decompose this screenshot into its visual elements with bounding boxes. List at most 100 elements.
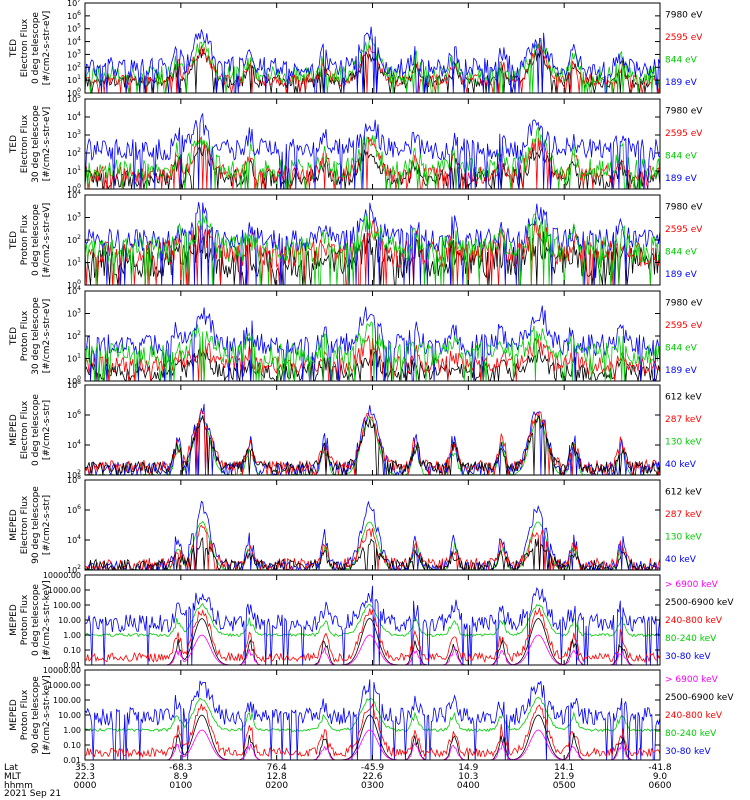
legend-entry: 612 keV — [665, 392, 702, 402]
y-tick-label: 0.01 — [63, 661, 81, 670]
series-line-ted-e-30-1 — [85, 135, 660, 189]
y-axis-label-line: MEPED — [9, 414, 19, 446]
legend-entry: 7980 eV — [665, 106, 703, 116]
y-axis-label-line: [#/cm2-s-str-eV] — [42, 203, 52, 278]
y-tick-label: 100 — [67, 279, 81, 290]
y-axis-label: MEPED Proton Flux 0 deg telescope [#/cm2-s-… — [9, 580, 52, 659]
legend-meped-e-90: 612 keV 287 keV 130 keV 40 keV — [665, 487, 702, 565]
y-tick-label: 0.10 — [63, 646, 81, 655]
y-tick-label: 102 — [67, 564, 81, 575]
y-axis-label-line: TED — [9, 39, 19, 58]
y-tick-label: 100.00 — [53, 696, 81, 705]
y-tick-label: 105 — [67, 23, 81, 34]
y-tick-label: 0.01 — [63, 756, 81, 765]
y-tick-label: 101 — [67, 165, 81, 176]
y-tick-label: 102 — [67, 61, 81, 72]
y-tick-label: 101 — [67, 257, 81, 268]
x-tick-label: 0000 — [74, 781, 97, 791]
panel-ted-p-0-traces — [85, 202, 660, 285]
y-tick-label: 100 — [67, 183, 81, 194]
legend-meped-e-0: 612 keV 287 keV 130 keV 40 keV — [665, 392, 702, 470]
series-line-ted-e-0-0 — [85, 48, 660, 93]
x-tick-label: 0600 — [649, 781, 672, 791]
series-line-ted-p-0-0 — [85, 231, 660, 285]
panel-ted-p-0: 100 101 102 103 104 TED Proton Flux 0 deg teles… — [9, 189, 703, 290]
legend-entry: 240-800 keV — [665, 616, 723, 626]
series-line-meped-p-90-2 — [85, 703, 660, 759]
y-axis-label: TED Electron Flux 0 deg telescope [#/cm2-s-… — [9, 11, 52, 86]
y-axis-label-line: Electron Flux — [20, 114, 30, 173]
y-axis-label-line: [#/cm2-s-str-eV] — [42, 11, 52, 86]
legend-entry: 189 eV — [665, 366, 698, 376]
y-axis-label-line: TED — [9, 327, 19, 346]
x-axis-row-label: hhmm — [4, 781, 33, 791]
x-tick-label: 21.9 — [554, 772, 574, 782]
x-tick-label: 22.6 — [362, 772, 382, 782]
y-axis-label: MEPED Proton Flux 90 deg telescope [#/cm2-s… — [9, 675, 52, 754]
legend-entry: 844 eV — [665, 343, 698, 353]
y-tick-label: 105 — [67, 93, 81, 104]
y-axis-label-line: 30 deg telescope — [31, 105, 41, 183]
legend-entry: 2595 eV — [665, 129, 703, 139]
y-tick-label: 10000.00 — [43, 571, 81, 580]
legend-entry: 30-80 keV — [665, 652, 711, 662]
legend-entry: > 6900 keV — [665, 675, 719, 685]
series-line-ted-e-30-3 — [85, 112, 660, 189]
series-line-meped-p-0-2 — [85, 607, 660, 664]
y-tick-label: 1000.00 — [48, 681, 81, 690]
y-axis-label-line: 0 deg telescope — [31, 394, 41, 466]
x-tick-label: -41.8 — [648, 763, 672, 773]
legend-entry: > 6900 keV — [665, 580, 719, 590]
y-tick-label: 102 — [67, 469, 81, 480]
panel-meped-e-0-traces — [85, 403, 660, 475]
legend-entry: 80-240 keV — [665, 634, 717, 644]
legend-entry: 844 eV — [665, 151, 698, 161]
y-axis-label: MEPED Electron Flux 90 deg telescope [#/cm2… — [9, 486, 52, 564]
panel-meped-e-0: 102 104 106 108 MEPED Electron Flux 0 deg tele… — [9, 379, 702, 480]
y-tick-label: 106 — [67, 504, 81, 515]
x-tick-label: 14.1 — [554, 763, 574, 773]
y-axis-label-line: TED — [9, 231, 19, 250]
series-line-ted-p-0-2 — [85, 202, 660, 285]
y-axis-label: TED Electron Flux 30 deg telescope [#/cm2-s… — [9, 105, 52, 183]
panel-ted-p-30-traces — [85, 305, 660, 381]
legend-meped-p-90: > 6900 keV 2500-6900 keV 240-800 keV 80-240… — [665, 675, 734, 757]
x-tick-label: 10.3 — [458, 772, 478, 782]
legend-entry: 7980 eV — [665, 298, 703, 308]
y-axis-label-line: Electron Flux — [20, 495, 30, 554]
series-line-ted-p-0-3 — [85, 213, 660, 285]
y-tick-label: 10000.00 — [43, 666, 81, 675]
panel-meped-p-90: 0.010.101.0010.00100.001000.0010000.00ME… — [9, 666, 734, 765]
legend-entry: 80-240 keV — [665, 729, 717, 739]
panel-ted-p-30: 100 101 102 103 104 TED Proton Flux 30 deg tele… — [9, 285, 703, 386]
legend-entry: 189 eV — [665, 78, 698, 88]
legend-entry: 844 eV — [665, 247, 698, 257]
y-tick-label: 107 — [67, 0, 81, 8]
y-tick-label: 102 — [67, 234, 81, 245]
y-tick-label: 100 — [67, 87, 81, 98]
y-tick-label: 104 — [67, 111, 81, 122]
legend-entry: 189 eV — [665, 174, 698, 184]
y-tick-label: 104 — [67, 534, 81, 545]
series-line-ted-p-30-0 — [85, 347, 660, 381]
y-tick-label: 103 — [67, 308, 81, 319]
y-axis-label: MEPED Electron Flux 0 deg telescope [#/cm2-… — [9, 394, 52, 466]
y-tick-label: 100 — [67, 375, 81, 386]
series-line-meped-p-0-0 — [85, 603, 660, 638]
y-axis-label-line: 0 deg telescope — [31, 584, 41, 656]
legend-entry: 40 keV — [665, 555, 697, 565]
x-tick-label: 0100 — [169, 781, 192, 791]
series-line-meped-e-0-1 — [85, 403, 660, 475]
series-line-ted-e-30-2 — [85, 127, 660, 189]
legend-entry: 2500-6900 keV — [665, 693, 734, 703]
date-label: 2021 Sep 21 — [4, 789, 61, 799]
y-axis-label-line: 30 deg telescope — [31, 297, 41, 375]
x-tick-label: 0300 — [361, 781, 384, 791]
series-line-ted-p-0-1 — [85, 219, 660, 285]
x-tick-label: 35.3 — [75, 763, 95, 773]
x-tick-label: -68.3 — [169, 763, 192, 773]
legend-entry: 844 eV — [665, 55, 698, 65]
legend-entry: 7980 eV — [665, 10, 703, 20]
y-tick-label: 0.10 — [63, 741, 81, 750]
